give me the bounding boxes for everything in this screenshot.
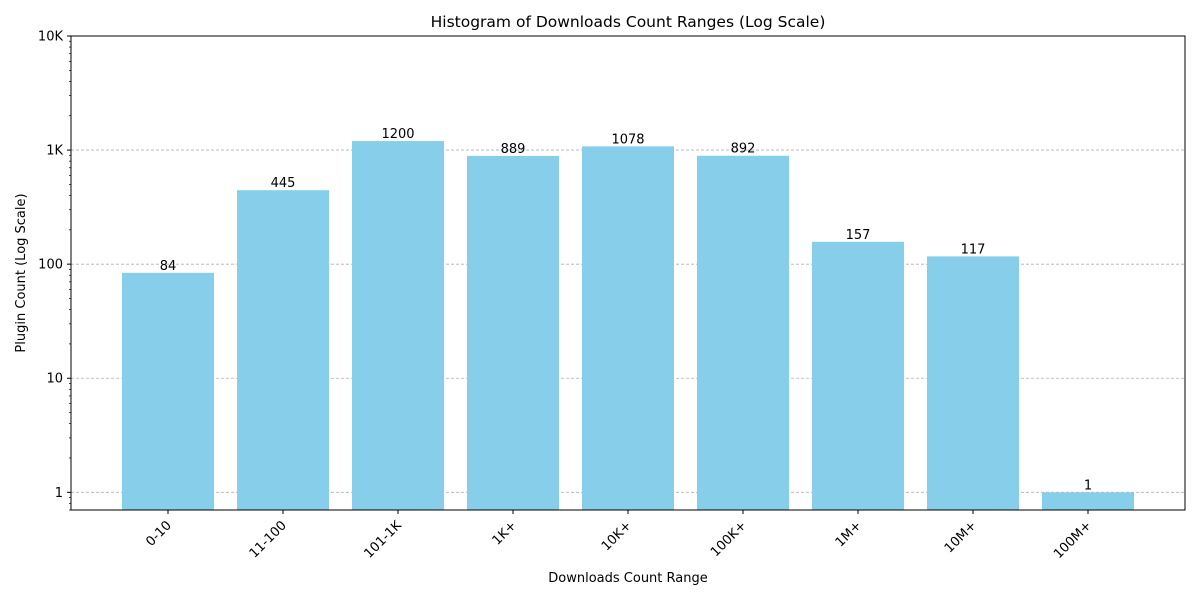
bar-value-label: 1 xyxy=(1084,478,1092,493)
bar-1M+ xyxy=(812,241,904,510)
bar-100M+ xyxy=(1042,492,1134,510)
bar-10K+ xyxy=(582,146,674,510)
y-tick-label: 1 xyxy=(55,486,63,501)
y-tick-label: 10 xyxy=(46,372,63,387)
data-labels: 84 445 1200 889 1078 892 157 117 1 xyxy=(160,127,1092,493)
y-tick-label: 100 xyxy=(38,258,63,273)
bar-value-label: 445 xyxy=(271,176,296,191)
bar-1K+ xyxy=(467,155,559,511)
plot-frame xyxy=(70,35,1186,511)
bar-value-label: 84 xyxy=(160,259,177,274)
x-axis-label: Downloads Count Range xyxy=(548,571,707,586)
bar-value-label: 892 xyxy=(731,142,756,157)
bar-value-label: 157 xyxy=(846,228,871,243)
bar-10M+ xyxy=(927,256,1019,510)
bar-101-1K xyxy=(352,141,444,510)
bar-0-10 xyxy=(122,272,214,510)
bar-value-label: 1200 xyxy=(381,127,414,142)
bar-value-label: 117 xyxy=(961,242,986,257)
y-tick-label: 10K xyxy=(38,30,64,45)
bars xyxy=(122,141,1134,511)
bar-value-label: 1078 xyxy=(611,132,644,147)
chart-title: Histogram of Downloads Count Ranges (Log… xyxy=(431,13,826,31)
bar-11-100 xyxy=(237,190,329,511)
bar-100K+ xyxy=(697,155,789,510)
y-tick-label: 1K xyxy=(46,144,63,159)
y-axis-label: Plugin Count (Log Scale) xyxy=(14,193,29,352)
bar-value-label: 889 xyxy=(501,142,526,157)
